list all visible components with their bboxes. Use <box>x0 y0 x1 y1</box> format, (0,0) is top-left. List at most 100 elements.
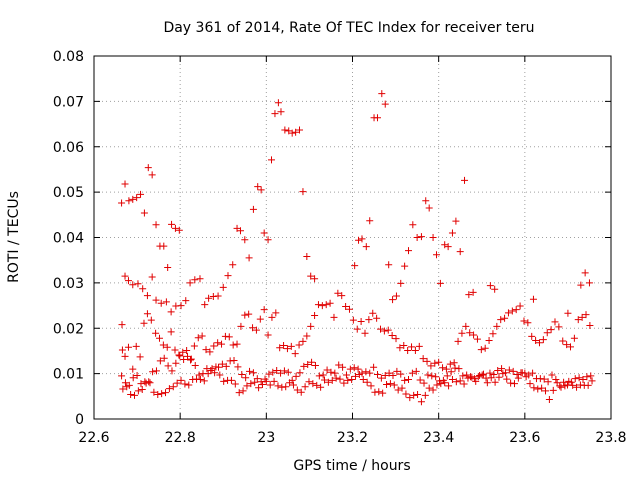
data-point <box>280 341 288 349</box>
data-point <box>286 379 294 387</box>
data-point <box>295 341 303 349</box>
data-point <box>293 386 301 394</box>
data-point <box>454 337 462 345</box>
data-point <box>291 350 299 358</box>
data-point <box>570 334 578 342</box>
data-point <box>154 390 162 398</box>
data-point <box>318 302 326 310</box>
data-point <box>501 314 509 322</box>
data-point <box>181 380 189 388</box>
data-point <box>297 388 305 396</box>
data-point <box>124 277 132 285</box>
data-point <box>231 380 239 388</box>
x-tick-label: 23.6 <box>509 430 540 446</box>
data-point <box>281 126 289 134</box>
data-point <box>359 376 367 384</box>
x-tick-label: 23 <box>257 430 275 446</box>
data-point <box>149 368 157 376</box>
data-point <box>373 314 381 322</box>
data-point <box>408 369 416 377</box>
data-point <box>390 381 398 389</box>
data-point <box>373 371 381 379</box>
data-point <box>422 197 430 205</box>
data-point <box>489 330 497 338</box>
data-point <box>538 384 546 392</box>
data-point <box>260 229 268 237</box>
data-point <box>409 221 417 229</box>
data-point <box>365 316 373 324</box>
data-point <box>559 337 567 345</box>
data-point <box>319 371 327 379</box>
data-point <box>486 282 494 290</box>
data-point <box>277 108 285 116</box>
data-point <box>163 343 171 351</box>
data-point <box>121 272 129 280</box>
data-point <box>419 355 427 363</box>
data-point <box>466 329 474 337</box>
data-point <box>397 370 405 378</box>
data-point <box>239 387 247 395</box>
data-point <box>123 383 131 391</box>
data-point <box>396 344 404 352</box>
data-point <box>428 372 436 380</box>
data-point <box>138 386 146 394</box>
data-point <box>389 371 397 379</box>
data-point <box>303 332 311 340</box>
data-point <box>254 183 262 191</box>
data-point <box>314 301 322 309</box>
data-point <box>436 279 444 287</box>
data-point <box>296 126 304 134</box>
data-point <box>429 386 437 394</box>
data-point <box>392 292 400 300</box>
data-point <box>140 209 148 217</box>
y-tick-label: 0.01 <box>53 367 84 383</box>
data-point <box>350 364 358 372</box>
data-point <box>132 342 140 350</box>
data-point <box>315 372 323 380</box>
data-point <box>366 369 374 377</box>
data-point <box>335 361 343 369</box>
data-point <box>394 386 402 394</box>
data-point <box>486 369 494 377</box>
data-point <box>388 332 396 340</box>
data-point <box>136 353 144 361</box>
data-point <box>152 221 160 229</box>
data-point <box>252 326 260 334</box>
data-point <box>381 371 389 379</box>
data-point <box>463 371 471 379</box>
data-point <box>190 342 198 350</box>
data-point <box>379 389 387 397</box>
data-point <box>431 359 439 367</box>
data-point <box>425 204 433 212</box>
data-point <box>510 380 518 388</box>
data-point <box>470 331 478 339</box>
data-point <box>121 379 129 387</box>
data-point <box>491 285 499 293</box>
data-point <box>334 289 342 297</box>
data-point <box>274 382 282 390</box>
data-point <box>532 337 540 345</box>
data-point <box>421 391 429 399</box>
data-point <box>512 306 520 314</box>
data-point <box>208 365 216 373</box>
data-point <box>530 384 538 392</box>
data-point <box>405 247 413 255</box>
data-point <box>272 309 280 317</box>
data-point <box>277 369 285 377</box>
data-point <box>456 248 464 256</box>
data-point <box>129 281 137 289</box>
data-point <box>571 375 579 383</box>
y-tick-label: 0 <box>75 412 84 428</box>
data-point <box>455 365 463 373</box>
data-point <box>354 365 362 373</box>
data-point <box>200 377 208 385</box>
data-point <box>177 376 185 384</box>
data-point <box>274 99 282 107</box>
data-point <box>384 326 392 334</box>
data-point <box>355 236 363 244</box>
data-point <box>331 369 339 377</box>
data-point <box>584 381 592 389</box>
data-point <box>320 376 328 384</box>
data-point <box>288 129 296 137</box>
data-point <box>230 356 238 364</box>
